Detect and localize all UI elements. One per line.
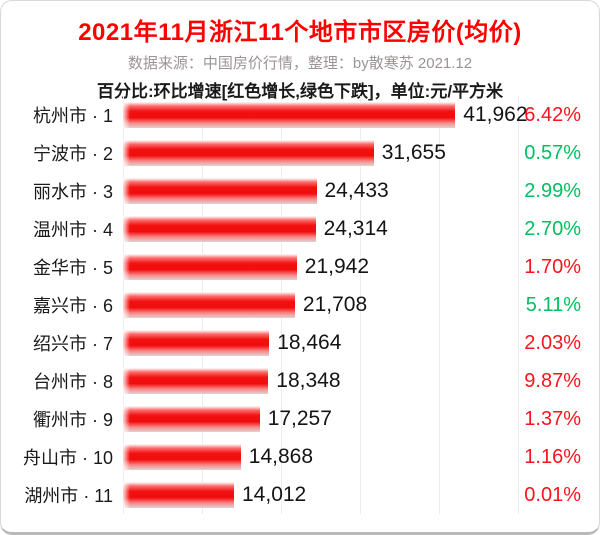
chart-rows: 杭州市 · 1 41,962 6.42% 宁波市 · 2 31,655 0.57… [1, 96, 599, 514]
chart-row: 杭州市 · 1 41,962 6.42% [1, 96, 599, 134]
chart-row: 舟山市 · 10 14,868 1.16% [1, 438, 599, 476]
city-label: 金华市 · 5 [32, 258, 113, 278]
price-value: 41,962 [463, 103, 528, 126]
chart-row: 湖州市 · 11 14,012 0.01% [1, 476, 599, 514]
pct-change: 2.03% [524, 331, 581, 354]
chart-row: 绍兴市 · 7 18,464 2.03% [1, 324, 599, 362]
pct-change: 0.57% [524, 141, 581, 164]
price-bar [123, 216, 316, 242]
city-label: 台州市 · 8 [32, 372, 113, 392]
price-value: 18,464 [277, 331, 342, 354]
pct-change: 5.11% [525, 293, 581, 316]
city-label: 绍兴市 · 7 [32, 334, 113, 354]
price-bar [123, 368, 269, 394]
price-value: 21,708 [302, 293, 368, 316]
price-value: 24,433 [324, 179, 389, 202]
city-label: 舟山市 · 10 [22, 448, 113, 468]
data-source-subtitle: 数据来源：中国房价行情，整理：by散寒苏 2021.12 [127, 55, 473, 72]
price-value: 17,257 [267, 407, 332, 430]
price-bar [123, 482, 234, 508]
pct-change: 1.16% [524, 445, 581, 468]
bar-track: 21,942 [123, 248, 511, 286]
chart-row: 台州市 · 8 18,348 9.87% [1, 362, 599, 400]
price-value: 24,314 [323, 217, 388, 240]
pct-change: 2.99% [524, 179, 581, 202]
price-bar [123, 330, 270, 356]
pct-change: 9.87% [524, 369, 581, 392]
price-bar [123, 292, 295, 318]
chart-row: 嘉兴市 · 6 21,708 5.11% [1, 286, 599, 324]
pct-change: 1.70% [524, 255, 581, 278]
price-bar [123, 406, 260, 432]
price-bar [123, 444, 241, 470]
city-label: 温州市 · 4 [32, 220, 113, 240]
price-value: 21,942 [304, 255, 370, 278]
bar-track: 14,868 [123, 438, 511, 476]
bar-track: 14,012 [123, 476, 511, 514]
pct-change: 0.01% [524, 483, 581, 506]
price-bar [123, 178, 317, 204]
chart-row: 丽水市 · 3 24,433 2.99% [1, 172, 599, 210]
chart-row: 金华市 · 5 21,942 1.70% [1, 248, 599, 286]
chart-row: 温州市 · 4 24,314 2.70% [1, 210, 599, 248]
price-bar [123, 254, 297, 280]
bar-track: 31,655 [123, 134, 511, 172]
city-label: 湖州市 · 11 [24, 486, 113, 506]
price-value: 14,868 [248, 445, 314, 468]
bar-track: 21,708 [123, 286, 511, 324]
pct-change: 1.37% [524, 407, 581, 430]
bar-track: 24,314 [123, 210, 511, 248]
city-label: 宁波市 · 2 [32, 144, 113, 164]
bar-track: 24,433 [123, 172, 511, 210]
page-title: 2021年11月浙江11个地市市区房价(均价) [78, 19, 522, 46]
bar-chart: 杭州市 · 1 41,962 6.42% 宁波市 · 2 31,655 0.57… [1, 96, 599, 514]
price-bar [123, 140, 374, 166]
city-label: 衢州市 · 9 [32, 410, 113, 430]
pct-change: 6.42% [524, 103, 581, 126]
bar-track: 17,257 [123, 400, 511, 438]
bar-track: 41,962 [123, 96, 528, 134]
city-label: 嘉兴市 · 6 [32, 296, 113, 316]
chart-row: 衢州市 · 9 17,257 1.37% [1, 400, 599, 438]
chart-row: 宁波市 · 2 31,655 0.57% [1, 134, 599, 172]
city-label: 杭州市 · 1 [32, 106, 113, 126]
price-value: 14,012 [242, 483, 307, 506]
price-value: 18,348 [276, 369, 341, 392]
bar-track: 18,348 [123, 362, 511, 400]
city-label: 丽水市 · 3 [32, 182, 113, 202]
price-value: 31,655 [381, 141, 446, 164]
pct-change: 2.70% [524, 217, 581, 240]
price-bar [123, 102, 456, 128]
bar-track: 18,464 [123, 324, 511, 362]
